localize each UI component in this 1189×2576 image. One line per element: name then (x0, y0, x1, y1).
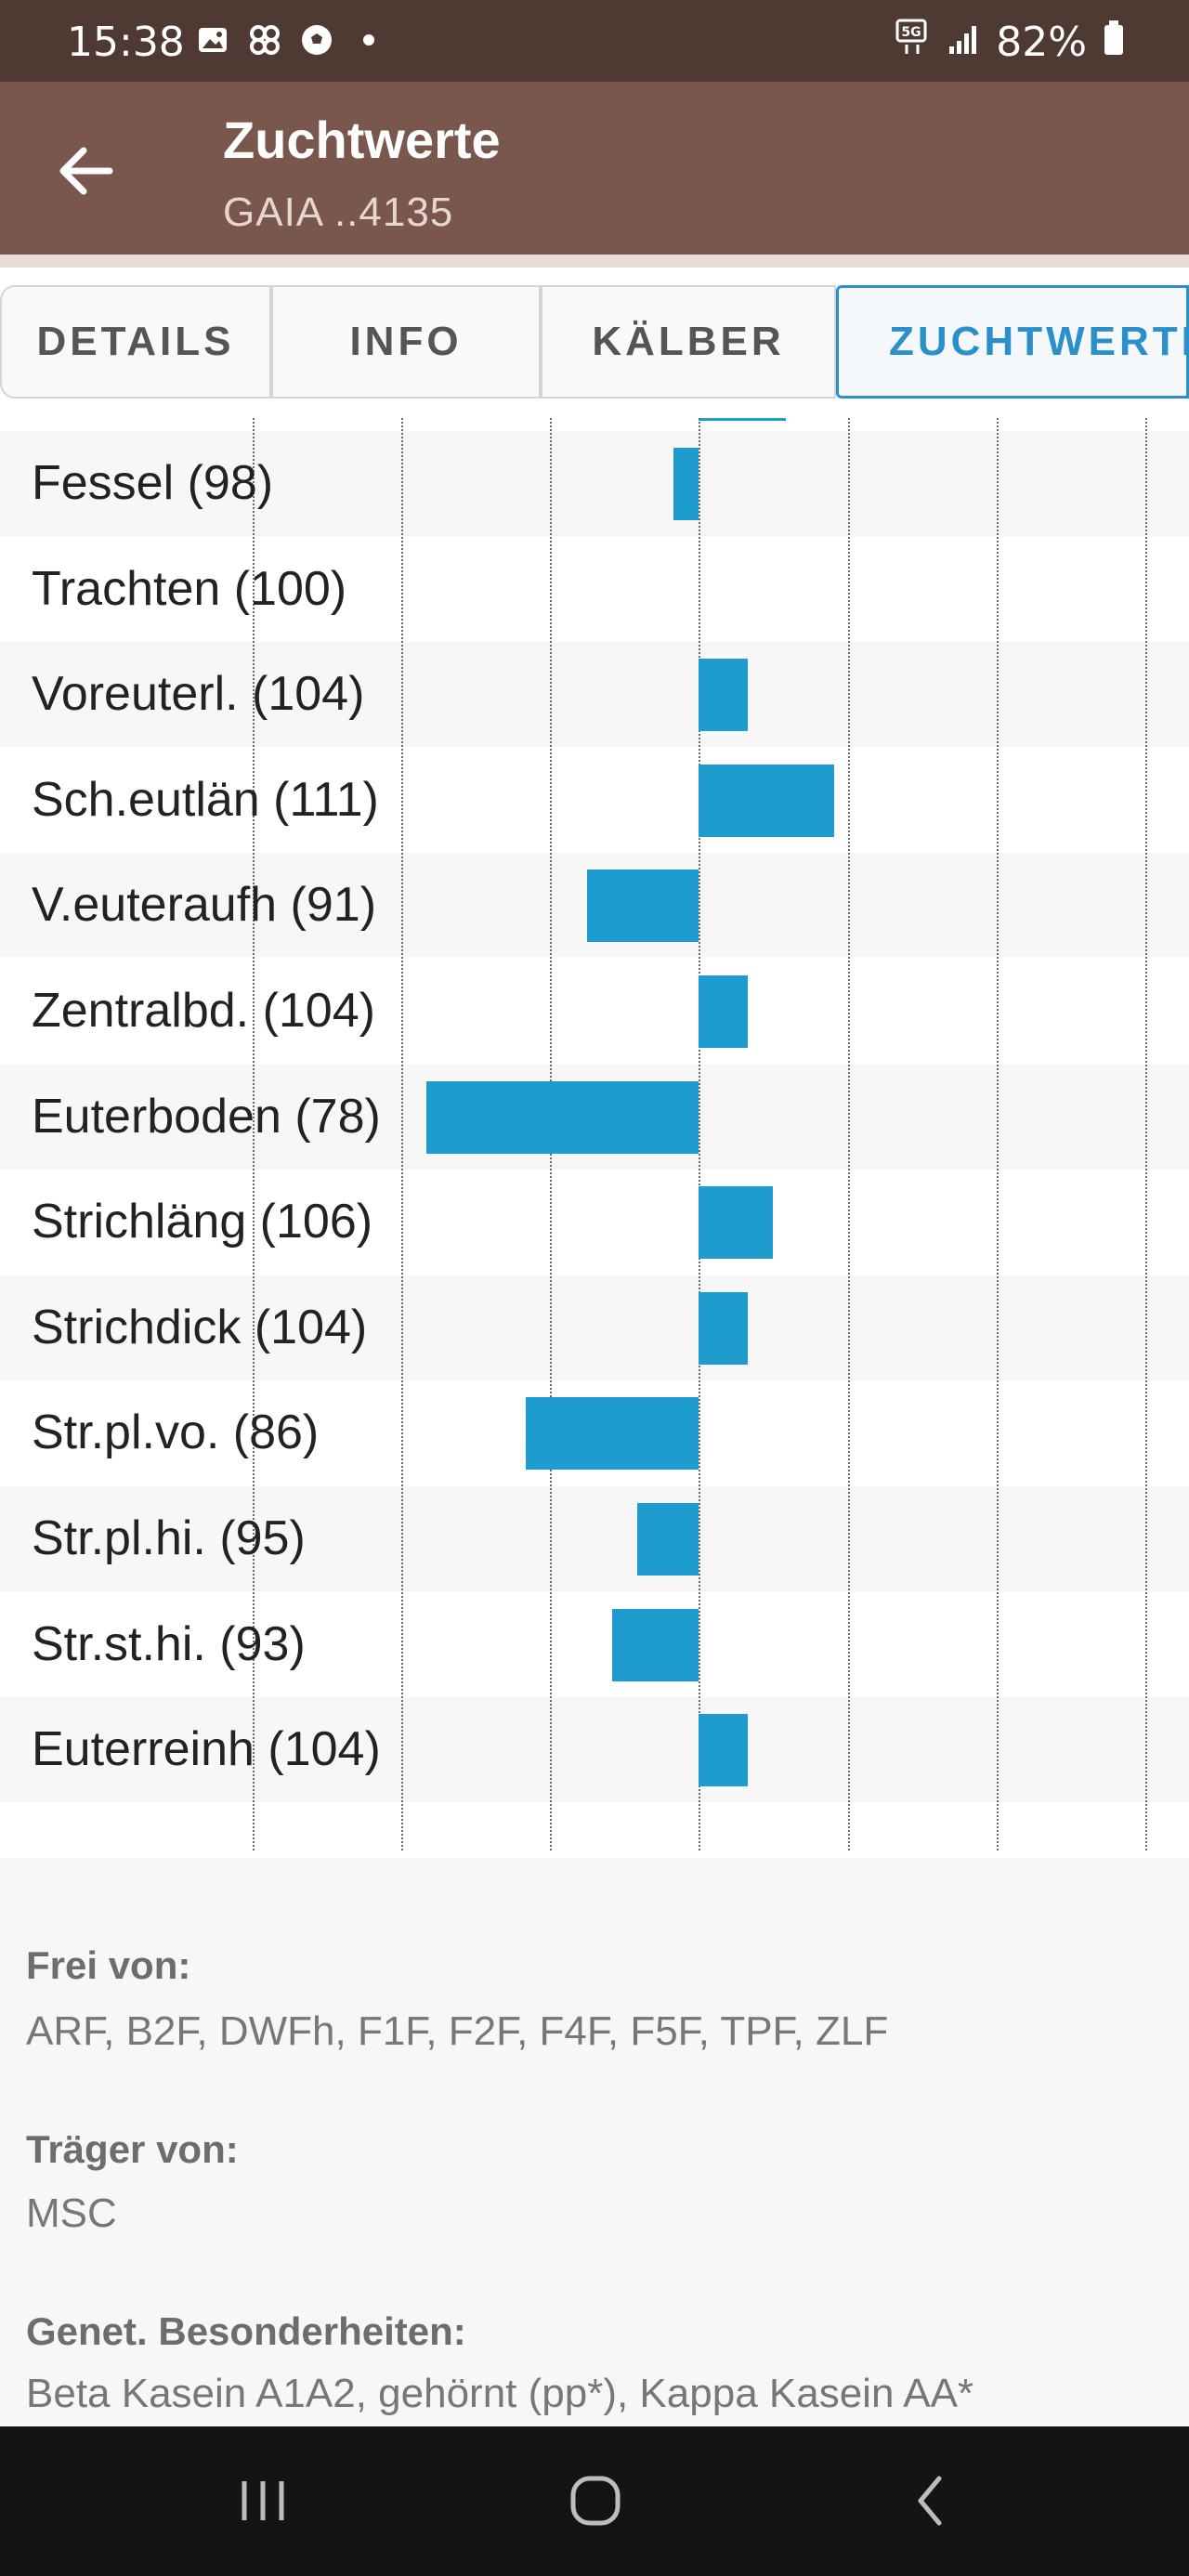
section-value-traeger-von: MSC (26, 2190, 117, 2236)
chart-bar (699, 1291, 749, 1365)
network-icon: 5G (895, 19, 931, 66)
chart-bar (426, 1080, 699, 1154)
section-value-frei-von: ARF, B2F, DWFh, F1F, F2F, F4F, F5F, TPF,… (26, 2008, 889, 2054)
chart-category-label: Zentralbd. (104) (32, 984, 375, 1038)
recent-apps-icon (242, 2481, 284, 2520)
network-label: 5G (902, 25, 921, 40)
status-time: 15:38 (67, 19, 185, 66)
notification-icons (195, 22, 386, 58)
arrow-left-icon (59, 147, 113, 195)
chart-category-label: Str.st.hi. (93) (32, 1616, 306, 1671)
chart-category-label: Voreuterl. (104) (32, 667, 365, 722)
tab-info[interactable]: INFO (271, 285, 541, 399)
chart-category-label: Sch.eutlän (111) (32, 772, 379, 827)
system-nav-bar (0, 2426, 1189, 2576)
tab-zuchtwerte[interactable]: ZUCHTWERTE (836, 285, 1189, 399)
back-button[interactable] (52, 137, 119, 204)
breeding-values-chart: Fessel (98) Trachten (100) Voreuterl. (104… (0, 418, 1189, 1858)
chart-category-label: Str.pl.vo. (86) (32, 1406, 320, 1460)
chart-gridline (1145, 418, 1147, 1850)
tab-kaelber[interactable]: KÄLBER (541, 285, 836, 399)
chart-row-bg (0, 1275, 1189, 1380)
chart-category-label: Fessel (98) (32, 456, 274, 510)
dot-icon (351, 22, 386, 58)
app-bar-divider (0, 255, 1189, 268)
chart-bar (673, 448, 699, 520)
section-title-frei-von: Frei von: (26, 1943, 191, 1987)
info-sections: Frei von: ARF, B2F, DWFh, F1F, F2F, F4F,… (0, 1858, 1189, 2426)
status-right: 5G 82% (895, 19, 1124, 66)
chart-bar (636, 1503, 699, 1576)
home-button[interactable] (554, 2464, 637, 2538)
chart-row-bg (0, 431, 1189, 536)
chart-top-marker (699, 418, 786, 421)
section-title-traeger-von: Träger von: (26, 2127, 239, 2171)
page-subtitle: GAIA ..4135 (223, 190, 454, 235)
chart-category-label: Strichläng (106) (32, 1195, 373, 1249)
chart-bar (611, 1608, 699, 1681)
gallery-icon (195, 22, 230, 58)
nav-back-button[interactable] (888, 2464, 972, 2538)
section-value-genet: Beta Kasein A1A2, gehörnt (pp*), Kappa K… (26, 2371, 974, 2416)
chart-category-label: Trachten (100) (32, 561, 347, 616)
chart-gridline (401, 418, 403, 1850)
chart-gridline (848, 418, 850, 1850)
chart-bar (587, 870, 699, 943)
soccer-ball-icon (299, 22, 334, 58)
recent-apps-button[interactable] (221, 2464, 305, 2538)
chart-category-label: Strichdick (104) (32, 1300, 368, 1354)
pinwheel-icon (247, 22, 282, 58)
chart-row-bg (0, 1697, 1189, 1803)
chart-category-label: Euterboden (78) (32, 1089, 381, 1144)
chart-category-label: Euterreinh (104) (32, 1722, 381, 1777)
chart-row-bg (0, 642, 1189, 748)
chart-category-label: V.euteraufh (91) (32, 878, 377, 933)
chart-bar (699, 975, 749, 1048)
chart-gridline (253, 418, 255, 1850)
signal-icon (947, 19, 979, 66)
app-bar: Zuchtwerte GAIA ..4135 (0, 82, 1189, 255)
chart-row-bg (0, 1486, 1189, 1591)
tab-details[interactable]: DETAILS (0, 285, 271, 399)
chart-bar (699, 764, 835, 837)
chart-gridline (997, 418, 999, 1850)
chart-gridline (699, 418, 700, 1850)
chevron-left-icon (918, 2476, 942, 2526)
chart-bar (525, 1397, 699, 1471)
chart-bar (699, 1714, 749, 1787)
section-title-genet: Genet. Besonderheiten: (26, 2309, 466, 2353)
status-bar: 15:38 5G 82% (0, 0, 1189, 82)
tab-bar: DETAILS INFO KÄLBER ZUCHTWERTE (0, 285, 1189, 399)
home-icon (570, 2476, 621, 2526)
page-title: Zuchtwerte (223, 111, 501, 169)
chart-bar (699, 659, 749, 732)
battery-percent: 82% (996, 19, 1087, 66)
battery-icon (1104, 19, 1124, 66)
chart-bar (699, 1186, 773, 1260)
chart-category-label: Str.pl.hi. (95) (32, 1511, 306, 1565)
